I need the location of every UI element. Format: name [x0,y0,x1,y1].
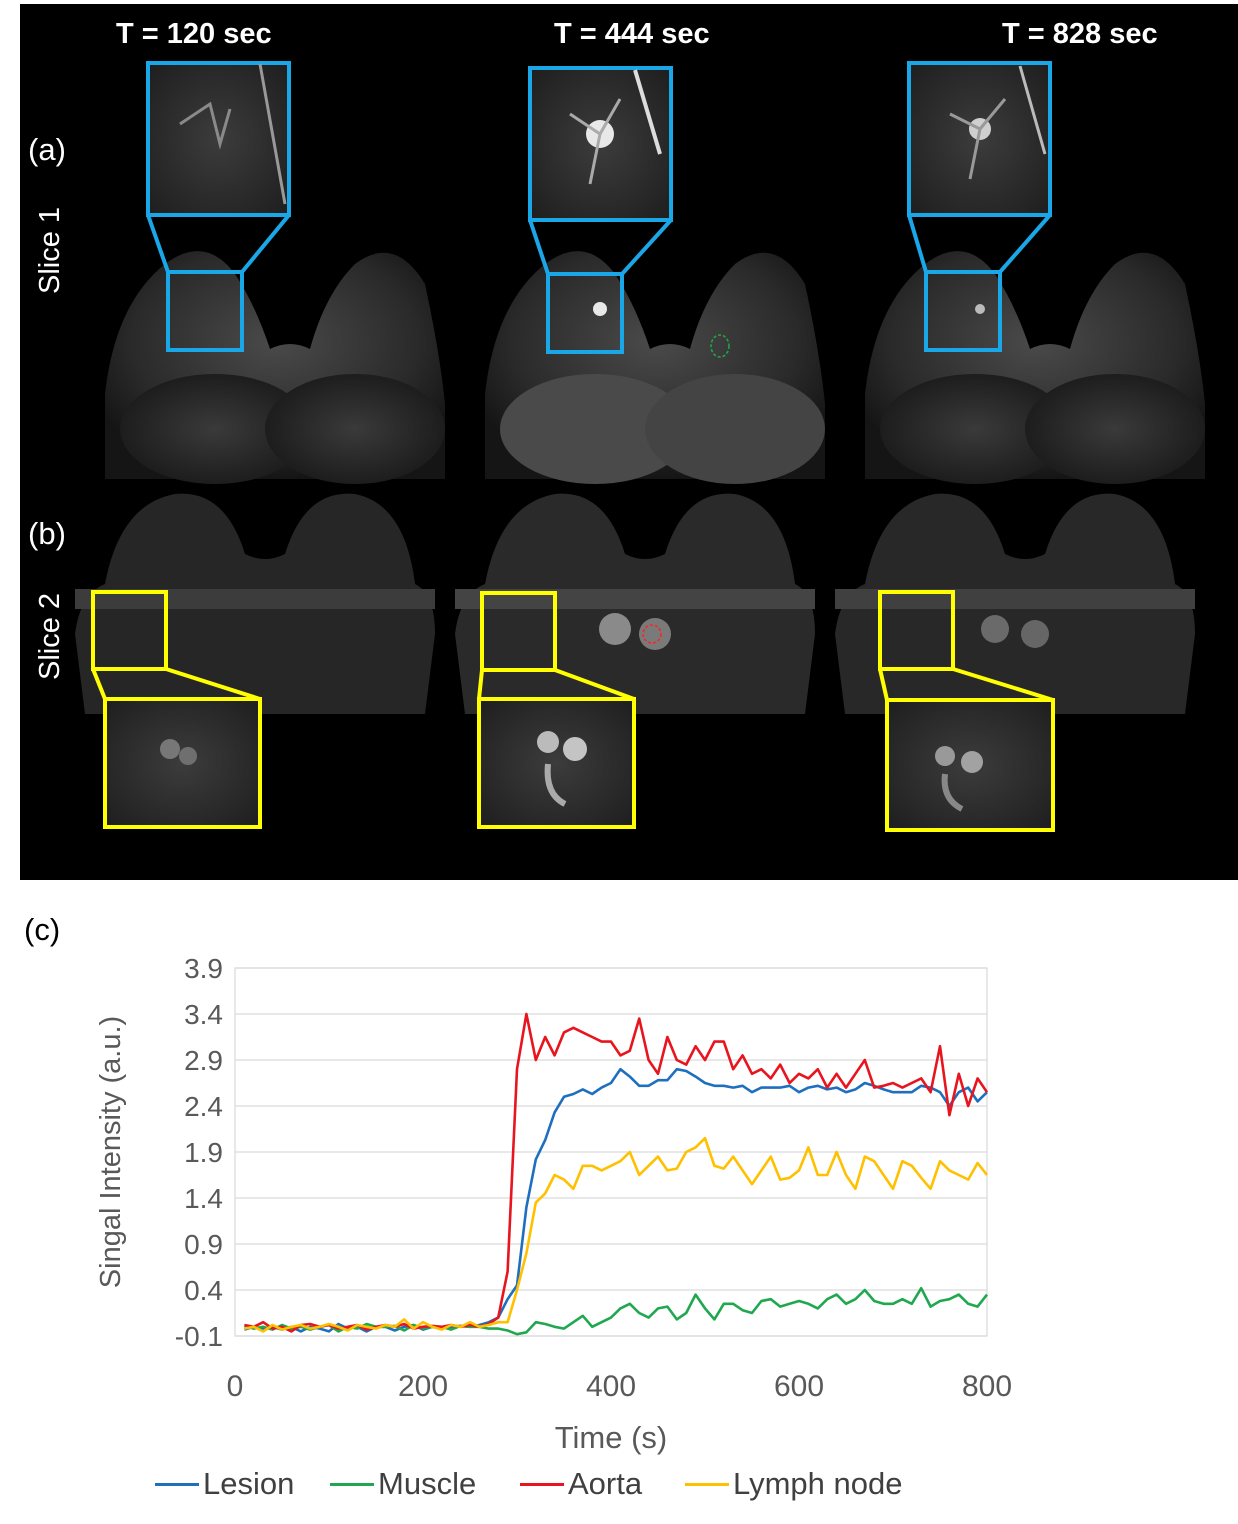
x-tick-label: 800 [962,1370,1012,1403]
legend-swatch [330,1482,374,1486]
slice2-col2 [455,493,815,714]
time-label-1: T = 120 sec [116,18,272,50]
y-tick-label: 3.9 [184,953,223,984]
y-tick-label: 2.4 [184,1091,223,1122]
chart-legend: Lesion Muscle Aorta Lymph node [0,1466,1238,1506]
y-tick-label: -0.1 [175,1321,223,1352]
y-tick-label: 1.4 [184,1183,223,1214]
y-tick-label: 0.9 [184,1229,223,1260]
y-tick-label: 1.9 [184,1137,223,1168]
slice1-zoom-col3 [907,61,1052,352]
series-line-lesion [244,1067,988,1333]
time-label-3: T = 828 sec [1002,18,1158,50]
legend-swatch [685,1482,729,1486]
y-tick-label: 0.4 [184,1275,223,1306]
slice1-zoom-col1 [146,61,291,352]
legend-item-aorta: Aorta [520,1466,642,1502]
x-tick-label: 400 [586,1370,636,1403]
slice2-zoom-col3 [878,590,1055,832]
slice1-col2 [485,251,825,484]
time-label-2: T = 444 sec [554,18,710,50]
slice-label-1: Slice 1 [34,206,66,294]
x-tick-label: 0 [227,1370,244,1403]
muscle-roi-marker [710,334,730,358]
legend-label: Muscle [378,1466,477,1501]
mri-figure-panel: T = 120 sec T = 444 sec T = 828 sec (a) … [20,4,1238,880]
legend-swatch [155,1482,199,1486]
legend-item-lesion: Lesion [155,1466,294,1502]
series-line-aorta [244,1012,989,1333]
chart-grid [235,967,987,1337]
panel-label-c: (c) [24,912,61,947]
legend-swatch [520,1482,564,1486]
signal-intensity-chart: -0.1 0.4 0.9 1.4 1.9 2.4 2.9 3.4 3.9 0 200 400 600 8… [95,953,1012,1455]
legend-label: Aorta [568,1466,643,1501]
legend-label: Lesion [203,1466,295,1501]
slice2-col3 [835,493,1195,714]
y-axis-ticks: -0.1 0.4 0.9 1.4 1.9 2.4 2.9 3.4 3.9 [175,953,223,1352]
slice1-col1 [105,251,445,484]
slice2-zoom-col1 [91,590,262,829]
slice1-col3 [865,251,1205,484]
slice-label-2: Slice 2 [34,592,66,680]
legend-label: Lymph node [733,1466,903,1501]
y-axis-title: Singal Intensity (a.u.) [95,1016,127,1288]
aorta-roi-marker [642,624,662,644]
legend-item-lymph-node: Lymph node [685,1466,902,1502]
x-tick-label: 600 [774,1370,824,1403]
slice2-col1 [75,493,435,714]
slice2-zoom-col2 [477,591,636,829]
series-line-lymph-node [244,1136,989,1333]
panel-label-b: (b) [28,516,66,551]
slice1-zoom-col2 [528,66,730,358]
x-axis-title: Time (s) [555,1420,668,1455]
x-axis-ticks: 0 200 400 600 800 [227,1370,1012,1403]
series-line-muscle [244,1286,989,1336]
y-tick-label: 3.4 [184,999,223,1030]
chart-series [244,1012,989,1336]
plot-area-frame [234,967,988,1337]
mri-image-grid [75,61,1205,832]
legend-item-muscle: Muscle [330,1466,476,1502]
y-tick-label: 2.9 [184,1045,223,1076]
x-tick-label: 200 [398,1370,448,1403]
panel-label-a: (a) [28,132,66,167]
